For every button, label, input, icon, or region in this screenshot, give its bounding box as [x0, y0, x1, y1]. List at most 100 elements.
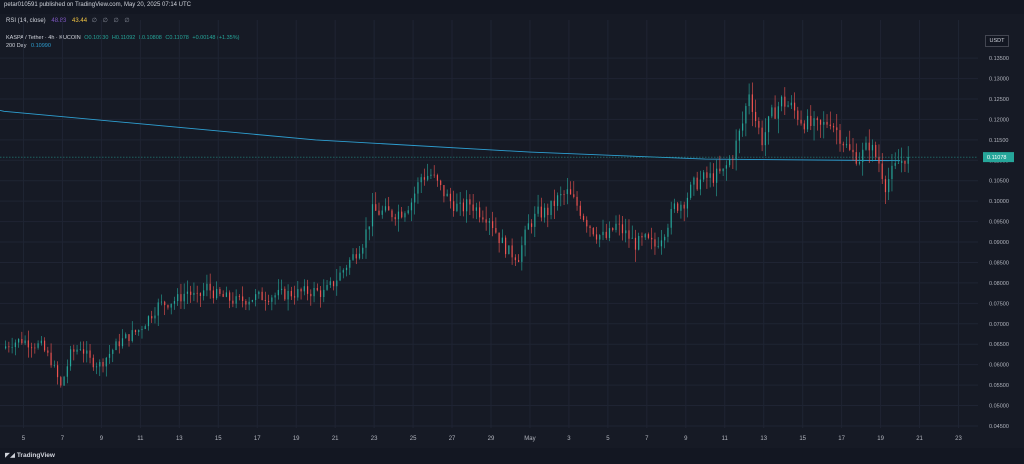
current-price-layer: 0.11078: [0, 152, 1014, 163]
candle-up: [173, 301, 176, 304]
candle-down: [30, 347, 33, 349]
candle-up: [725, 165, 727, 169]
candle-up: [69, 349, 72, 367]
candle-up: [326, 285, 328, 290]
x-tick-label: 15: [215, 436, 222, 442]
symbol-title: KASPA / Tether · 4h · KUCOIN: [6, 35, 81, 41]
candle-up: [177, 294, 179, 302]
candle-down: [540, 206, 542, 218]
rsi-legend[interactable]: RSI (14, close) 48.83 43.44 ∅ ∅ ∅ ∅: [6, 17, 132, 24]
candle-down: [238, 296, 240, 297]
y-tick-label: 0.06500: [989, 342, 1009, 348]
candle-up: [501, 237, 503, 244]
candle-down: [118, 341, 120, 347]
candle-down: [164, 301, 166, 306]
y-tick-label: 0.05500: [989, 383, 1009, 389]
candle-down: [102, 362, 104, 367]
candle-down: [180, 294, 182, 302]
candle-up: [625, 230, 627, 234]
candle-up: [767, 116, 770, 133]
candle-up: [154, 315, 156, 319]
candle-down: [836, 127, 838, 131]
candle-up: [459, 202, 461, 204]
candle-up: [521, 245, 523, 262]
symbol-legend[interactable]: KASPA / Tether · 4h · KUCOIN O0.10930 H0…: [6, 35, 239, 41]
candle-down: [300, 289, 302, 292]
x-tick-label: 7: [61, 436, 65, 442]
candle-down: [573, 194, 575, 197]
candle-down: [842, 143, 844, 146]
tradingview-logo-label: TradingView: [16, 452, 55, 459]
candle-up: [384, 206, 387, 211]
y-tick-label: 0.13000: [989, 77, 1009, 83]
candle-up: [339, 272, 341, 281]
candle-down: [242, 296, 244, 301]
candle-up: [599, 235, 601, 240]
candle-down: [433, 174, 435, 176]
x-tick-label: 17: [254, 436, 261, 442]
candle-down: [310, 293, 312, 297]
candle-down: [530, 223, 533, 227]
candle-up: [99, 362, 101, 367]
candle-up: [131, 330, 133, 341]
rsi-value-secondary: 43.44: [72, 18, 88, 24]
candle-down: [712, 173, 714, 183]
ma-legend[interactable]: 200 Day 0.10990: [6, 43, 51, 49]
y-tick-label: 0.12500: [989, 97, 1009, 103]
candle-up: [144, 326, 146, 330]
candle-up: [66, 366, 68, 377]
candle-up: [53, 365, 55, 366]
x-tick-label: 5: [606, 436, 610, 442]
candle-up: [303, 286, 305, 292]
candle-down: [505, 237, 507, 255]
candle-down: [628, 230, 630, 239]
candle-down: [719, 168, 721, 172]
currency-button[interactable]: USDT: [985, 35, 1009, 47]
candle-down: [284, 288, 286, 300]
candle-up: [686, 197, 689, 209]
price-axis: 0.04500 0.05000 0.05500 0.06000 0.06500 0.070…: [989, 56, 1009, 430]
candle-down: [222, 293, 224, 297]
candle-down: [618, 223, 620, 225]
candle-down: [485, 219, 487, 223]
candle-down: [612, 228, 614, 231]
candle-down: [388, 206, 390, 211]
candle-up: [537, 206, 539, 214]
candle-up: [699, 179, 702, 190]
x-tick-label: 9: [100, 436, 104, 442]
candle-down: [803, 123, 805, 130]
tradingview-logo[interactable]: ◤◢ TradingView: [5, 451, 55, 459]
candle-up: [112, 350, 114, 354]
candle-up: [5, 346, 7, 349]
candle-up: [745, 106, 747, 124]
candle-up: [225, 292, 227, 297]
x-tick-label: 21: [332, 436, 339, 442]
candle-up: [297, 289, 299, 298]
candle-up: [566, 189, 568, 195]
candlestick-layer: [5, 82, 909, 388]
x-tick-label: 15: [799, 436, 806, 442]
candle-down: [440, 180, 442, 186]
candle-up: [790, 102, 792, 106]
y-tick-label: 0.12000: [989, 117, 1009, 123]
y-tick-label: 0.13500: [989, 56, 1009, 62]
candle-down: [641, 236, 643, 238]
x-tick-label: 11: [722, 436, 729, 442]
candle-down: [595, 234, 598, 240]
candle-up: [716, 168, 718, 183]
candle-up: [748, 94, 750, 107]
price-chart[interactable]: 0.04500 0.05000 0.05500 0.06000 0.06500 0.070…: [0, 0, 1024, 448]
candle-up: [690, 184, 692, 198]
candle-up: [823, 121, 825, 125]
x-tick-label: 3: [567, 436, 571, 442]
open-value: O0.10930: [84, 35, 109, 41]
candle-up: [420, 177, 422, 183]
candle-down: [199, 293, 202, 296]
candle-up: [709, 173, 711, 178]
candle-up: [703, 172, 705, 180]
y-tick-label: 0.07500: [989, 301, 1009, 307]
candle-down: [47, 350, 49, 353]
candle-down: [472, 204, 474, 211]
candle-up: [417, 182, 419, 194]
candle-up: [352, 254, 354, 260]
